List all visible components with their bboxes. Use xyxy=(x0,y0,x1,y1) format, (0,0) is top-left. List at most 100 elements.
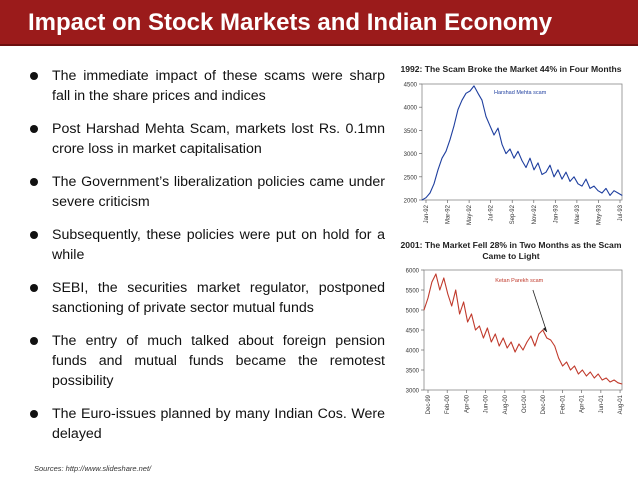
y-tick-label: 3000 xyxy=(404,152,418,158)
annotation-label: Harshad Mehta scam xyxy=(494,90,547,96)
data-point xyxy=(509,148,511,150)
y-tick-label: 4000 xyxy=(404,106,418,112)
bullet-item: Subsequently, these policies were put on… xyxy=(30,225,385,265)
y-tick-label: 2500 xyxy=(404,175,418,181)
data-point xyxy=(461,99,463,101)
data-point xyxy=(498,345,500,347)
data-point xyxy=(479,325,480,327)
y-tick-label: 5000 xyxy=(406,309,420,315)
chart-1992-svg: 2000 2500 3000 3500 4000 4500 Jan-92 Mar-92 May-… xyxy=(404,83,624,226)
data-point xyxy=(433,183,435,185)
bullet-text: The Government’s liberalization policies… xyxy=(52,174,385,210)
y-tick-label: 2000 xyxy=(404,199,418,205)
data-point xyxy=(566,361,567,363)
bullet-icon xyxy=(30,337,38,345)
x-tick-label: Nov-92 xyxy=(532,204,538,224)
x-tick-label: Jun-00 xyxy=(484,394,490,413)
data-point xyxy=(473,85,475,87)
bullet-text: Subsequently, these policies were put on… xyxy=(52,227,385,263)
x-tick-label: Apr-01 xyxy=(580,394,586,413)
data-point xyxy=(589,371,591,373)
x-tick-label: May-93 xyxy=(596,204,602,225)
data-point xyxy=(471,313,472,315)
chart-2001-svg: 3000 3500 4000 4500 5000 5500 6000 Dec-99 Feb-00… xyxy=(406,269,624,415)
bullet-item: The immediate impact of these scams were… xyxy=(30,66,385,106)
x-tick-label: Apr-00 xyxy=(464,394,470,413)
bullet-text: The entry of much talked about foreign p… xyxy=(52,333,385,389)
data-point xyxy=(545,171,547,173)
title-bar: Impact on Stock Markets and Indian Econo… xyxy=(0,0,638,46)
x-tick-label: May-92 xyxy=(467,204,473,225)
data-point xyxy=(439,289,441,291)
y-tick-label: 3500 xyxy=(406,369,420,375)
bullet-text: Post Harshad Mehta Scam, markets lost Rs… xyxy=(52,121,385,157)
data-point xyxy=(574,365,575,367)
data-point xyxy=(542,329,544,331)
data-point xyxy=(554,345,556,347)
x-tick-label: Jan-92 xyxy=(424,204,430,223)
data-point xyxy=(441,157,443,159)
x-tick-label: Jan-93 xyxy=(553,204,559,223)
bullet-list: The immediate impact of these scams were… xyxy=(30,66,385,457)
x-tick-label: Feb-01 xyxy=(560,394,566,414)
data-point xyxy=(561,178,563,180)
bullet-icon xyxy=(30,178,38,186)
data-point xyxy=(457,109,459,110)
data-point xyxy=(521,160,523,161)
data-point xyxy=(505,153,507,154)
chart-2001: 2001: The Market Fell 28% in Two Months … xyxy=(392,238,630,426)
data-point xyxy=(541,174,543,175)
data-point xyxy=(597,373,599,375)
data-point xyxy=(437,169,439,171)
data-point xyxy=(558,357,559,359)
data-point xyxy=(537,162,539,164)
data-point xyxy=(502,337,504,339)
arrowhead-icon xyxy=(542,327,547,332)
data-point xyxy=(538,333,540,335)
data-point xyxy=(475,329,476,331)
data-point xyxy=(429,192,431,194)
data-point xyxy=(605,188,607,189)
data-point xyxy=(449,139,451,141)
x-tick-label: Feb-00 xyxy=(445,394,451,414)
annotation-arrow xyxy=(532,289,548,333)
y-tick-label: 3500 xyxy=(404,129,418,135)
bullet-text: The immediate impact of these scams were… xyxy=(52,68,385,104)
data-point xyxy=(485,116,487,117)
y-tick-label: 6000 xyxy=(406,269,420,275)
data-point xyxy=(601,379,603,381)
plot-frame xyxy=(421,83,623,201)
data-point xyxy=(526,341,528,343)
data-point xyxy=(501,143,503,145)
bullet-icon xyxy=(30,72,38,80)
data-point xyxy=(585,178,587,180)
series-line xyxy=(421,85,623,201)
data-point xyxy=(483,337,484,339)
data-point xyxy=(467,321,468,323)
data-point xyxy=(427,297,429,299)
slide-title: Impact on Stock Markets and Indian Econo… xyxy=(28,9,553,36)
sources-note: Sources: http://www.slideshare.net/ xyxy=(34,464,152,473)
data-point xyxy=(586,375,587,377)
data-point xyxy=(609,381,611,383)
y-tick-label: 3000 xyxy=(406,389,420,395)
data-point xyxy=(522,349,524,351)
bullet-icon xyxy=(30,125,38,133)
data-point xyxy=(518,343,520,345)
data-point xyxy=(477,92,479,94)
data-point xyxy=(570,369,571,371)
x-tick-label: Jul-92 xyxy=(489,204,495,221)
bullet-item: The entry of much talked about foreign p… xyxy=(30,331,385,391)
data-point xyxy=(605,377,607,379)
data-point xyxy=(443,277,445,279)
data-point xyxy=(601,192,603,194)
data-point xyxy=(613,379,615,381)
data-point xyxy=(455,289,457,291)
data-point xyxy=(613,190,615,192)
data-point xyxy=(621,195,623,196)
data-point xyxy=(617,192,619,194)
bullet-icon xyxy=(30,410,38,418)
data-point xyxy=(609,195,611,196)
x-tick-label: Mar-93 xyxy=(575,204,581,224)
annotation-label: Ketan Parekh scam xyxy=(495,278,543,284)
